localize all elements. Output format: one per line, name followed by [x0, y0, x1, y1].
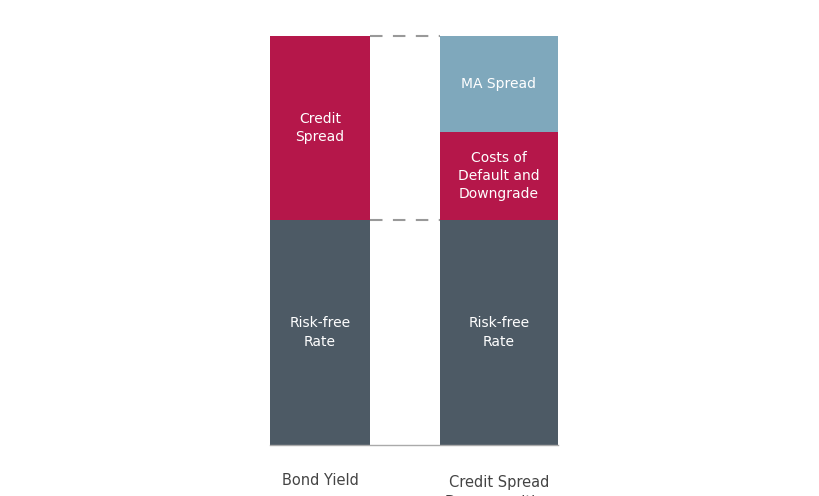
Text: Risk-free
Rate: Risk-free Rate	[289, 316, 351, 349]
Text: Bond Yield: Bond Yield	[281, 473, 358, 488]
Bar	[440, 132, 557, 220]
Bar	[269, 220, 369, 445]
Text: Credit
Spread: Credit Spread	[295, 112, 344, 144]
Bar	[269, 36, 369, 220]
Text: Credit Spread
Decomposition: Credit Spread Decomposition	[444, 475, 553, 496]
Bar	[440, 220, 557, 445]
Text: Costs of
Default and
Downgrade: Costs of Default and Downgrade	[458, 151, 539, 201]
Bar	[440, 36, 557, 132]
Text: Risk-free
Rate: Risk-free Rate	[468, 316, 529, 349]
Text: MA Spread: MA Spread	[461, 77, 536, 91]
